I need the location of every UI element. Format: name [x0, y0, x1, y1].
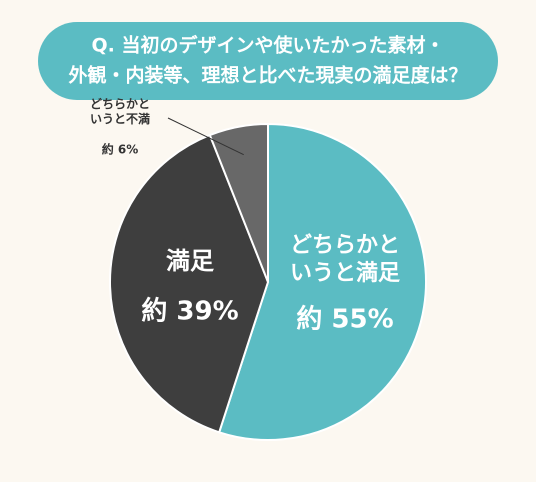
pie-slice — [208, 122, 269, 283]
chart-title: 外観・内装等、理想と比べた現実の満足度は？ — [68, 64, 467, 87]
leader-line — [167, 117, 244, 156]
value-label: 約 6% — [102, 142, 139, 157]
slice-label: 満足 — [166, 247, 214, 275]
slice-label: いうと不満 — [90, 111, 150, 126]
pie-slice — [108, 133, 270, 434]
slice-label: どちらかと — [90, 97, 150, 111]
chart-title: Q. 当初のデザインや使いたかった素材・ — [92, 34, 445, 57]
slice-label: いうと満足 — [290, 260, 400, 286]
slice-label: どちらかと — [290, 233, 400, 258]
value-label: 約 39% — [141, 296, 238, 327]
title-pill — [38, 22, 498, 100]
pie-slice — [217, 122, 427, 441]
value-label: 約 55% — [296, 304, 393, 335]
